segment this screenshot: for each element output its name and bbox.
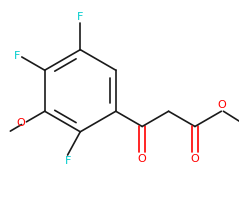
Text: O: O bbox=[191, 154, 199, 164]
Text: F: F bbox=[14, 51, 20, 61]
Text: O: O bbox=[16, 118, 25, 128]
Text: O: O bbox=[138, 154, 147, 164]
Text: F: F bbox=[77, 12, 84, 22]
Text: F: F bbox=[64, 156, 71, 166]
Text: O: O bbox=[218, 100, 227, 110]
